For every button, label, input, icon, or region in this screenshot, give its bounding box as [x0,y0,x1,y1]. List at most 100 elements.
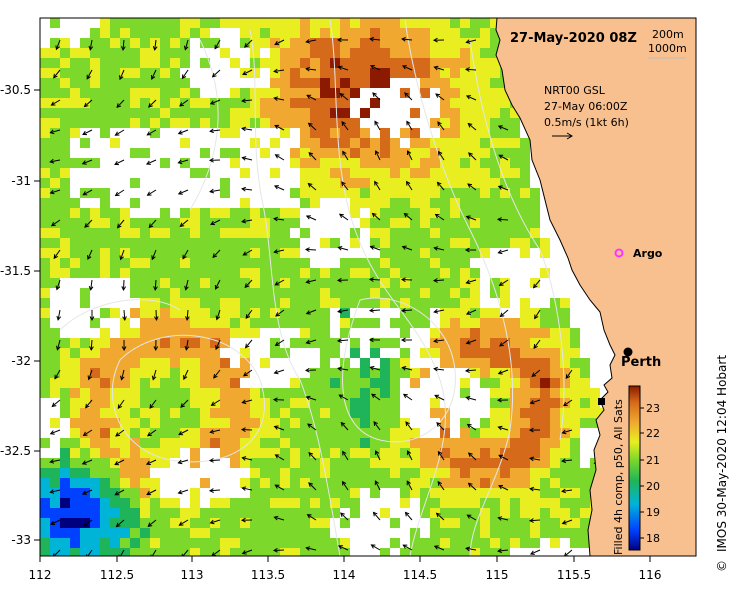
sst-cell [60,228,70,238]
sst-cell [430,18,440,28]
argo-label: Argo [633,247,663,260]
sst-cell [360,318,370,328]
sst-cell [200,478,210,488]
sst-cell [110,118,120,128]
sst-cell [380,458,390,468]
sst-cell [460,428,470,438]
sst-cell [400,298,410,308]
sst-cell [240,448,250,458]
sst-cell [110,418,120,428]
sst-cell [410,488,420,498]
sst-cell [490,378,500,388]
sst-cell [150,538,160,548]
sst-cell [520,328,530,338]
current-arrow-icon [372,511,381,521]
current-arrow-icon [89,310,95,322]
sst-cell [390,478,400,488]
sst-cell [350,158,360,168]
sst-cell [180,388,190,398]
x-tick-label: 112 [29,568,52,582]
sst-cell [200,508,210,518]
sst-cell [540,438,550,448]
sst-cell [220,438,230,448]
sst-cell [140,378,150,388]
sst-cell [420,58,430,68]
current-arrow-icon [275,309,285,317]
sst-cell [90,538,100,548]
sst-cell [360,198,370,208]
sst-cell [280,448,290,458]
sst-cell [470,368,480,378]
sst-cell [150,328,160,338]
sst-cell [400,168,410,178]
sst-cell [450,498,460,508]
sst-cell [100,518,110,528]
sst-cell [460,458,470,468]
sst-cell [60,498,70,508]
sst-cell [370,158,380,168]
sst-cell [310,478,320,488]
sst-cell [360,108,370,118]
sst-cell [290,528,300,538]
sst-cell [110,68,120,78]
sst-cell [140,438,150,448]
current-arrow-icon [274,39,285,46]
sst-cell [510,478,520,488]
sst-field [40,18,650,556]
sst-cell [290,68,300,78]
sst-cell [240,518,250,528]
sst-cell [120,528,130,538]
sst-cell [100,48,110,58]
sst-cell [390,148,400,158]
current-arrow-icon [51,399,61,408]
sst-cell [370,398,380,408]
sst-cell [390,168,400,178]
sst-cell [470,28,480,38]
sst-cell [310,78,320,88]
sst-cell [450,188,460,198]
sst-cell [300,278,310,288]
sst-cell [210,528,220,538]
current-arrow-icon [274,154,285,161]
sst-cell [440,508,450,518]
sst-cell [540,428,550,438]
current-arrow-icon [209,188,221,194]
sst-cell [580,378,590,388]
sst-cell [280,108,290,118]
sst-cell [190,338,200,348]
sst-cell [540,508,550,518]
current-arrow-icon [116,99,125,108]
sst-cell [200,98,210,108]
sst-cell [190,388,200,398]
sst-cell [540,528,550,538]
sst-cell [140,98,150,108]
sst-cell [400,218,410,228]
sst-cell [350,368,360,378]
sst-cell [270,38,280,48]
sst-cell [360,218,370,228]
sst-cell [490,38,500,48]
sst-cell [260,268,270,278]
sst-cell [400,458,410,468]
sst-cell [150,308,160,318]
sst-cell [40,228,50,238]
sst-cell [160,518,170,528]
sst-cell [160,208,170,218]
sst-cell [400,198,410,208]
island [598,398,605,405]
sst-cell [360,148,370,158]
sst-cell [310,38,320,48]
sst-cell [160,528,170,538]
sst-cell [430,48,440,58]
sst-cell [320,138,330,148]
sst-cell [370,408,380,418]
sst-cell [440,348,450,358]
sst-cell [220,548,230,556]
sst-cell [490,328,500,338]
sst-cell [180,528,190,538]
sst-cell [420,238,430,248]
sst-cell [330,298,340,308]
sst-cell [460,268,470,278]
sst-cell [290,78,300,88]
sst-cell [370,148,380,158]
